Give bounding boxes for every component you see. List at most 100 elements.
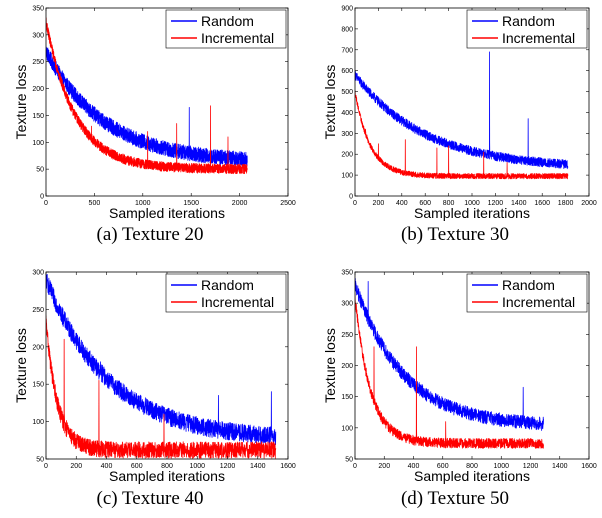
legend-label: Random — [201, 277, 254, 293]
axes-box — [45, 7, 289, 197]
x-tick-label: 800 — [466, 463, 478, 470]
y-tick-label: 50 — [36, 167, 44, 174]
y-tick-label: 100 — [32, 419, 44, 426]
y-tick-label: 250 — [32, 307, 44, 314]
x-tick-label: 1000 — [135, 200, 151, 207]
y-tick-label: 300 — [341, 301, 353, 308]
x-tick-label: 0 — [44, 200, 48, 207]
x-tick-label: 600 — [131, 463, 143, 470]
x-tick-label: 2000 — [581, 200, 597, 207]
subplot: 0 200 400 600 800 1000 1200 1400 1600 50 100 150 200… — [322, 270, 597, 510]
y-tick-label: 600 — [341, 68, 353, 75]
x-tick-label: 400 — [396, 200, 408, 207]
x-axis-label: Sampled iterations — [109, 468, 225, 484]
subplot-caption: (b) Texture 30 — [401, 224, 509, 245]
x-tick-label: 1400 — [250, 463, 266, 470]
y-axis-label: Texture loss — [322, 65, 338, 140]
y-tick-label: 700 — [341, 47, 353, 54]
legend-box — [165, 273, 287, 313]
y-axis-label: Texture loss — [13, 65, 29, 140]
y-tick-label: 150 — [32, 382, 44, 389]
x-tick-label: 1400 — [552, 463, 568, 470]
subplot-caption: (a) Texture 20 — [97, 224, 204, 245]
x-tick-label: 0 — [44, 463, 48, 470]
y-tick-label: 0 — [349, 194, 353, 201]
series-line-random — [355, 51, 569, 170]
series-line-random — [46, 273, 277, 446]
legend-label: Incremental — [201, 30, 274, 46]
y-tick-label: 200 — [341, 363, 353, 370]
legend-label: Random — [201, 13, 254, 29]
x-tick-label: 1000 — [464, 200, 480, 207]
y-tick-label: 300 — [341, 131, 353, 138]
subplot-caption: (d) Texture 50 — [401, 488, 509, 509]
series-line-incremental — [46, 315, 277, 459]
legend-label: Incremental — [502, 30, 575, 46]
x-tick-label: 2500 — [280, 200, 296, 207]
x-tick-label: 1200 — [523, 463, 539, 470]
series-line-incremental — [46, 17, 248, 175]
legend-label: Random — [502, 277, 555, 293]
x-tick-label: 1600 — [534, 200, 550, 207]
y-tick-label: 250 — [32, 59, 44, 66]
x-tick-label: 400 — [101, 463, 113, 470]
y-tick-label: 0 — [40, 194, 44, 201]
x-tick-label: 0 — [353, 463, 357, 470]
x-tick-label: 0 — [353, 200, 357, 207]
series-line-incremental — [355, 89, 569, 180]
subplot: 0 500 1000 1500 2000 2500 0 50 100 150 200 250 300 35… — [13, 6, 296, 246]
legend-box — [466, 273, 588, 313]
legend-box — [165, 9, 287, 49]
x-tick-label: 600 — [419, 200, 431, 207]
y-tick-label: 200 — [341, 152, 353, 159]
x-tick-label: 500 — [89, 200, 101, 207]
x-tick-label: 800 — [161, 463, 173, 470]
y-tick-label: 50 — [345, 457, 353, 464]
y-tick-label: 400 — [341, 110, 353, 117]
y-tick-label: 300 — [32, 270, 44, 277]
x-axis-label: Sampled iterations — [414, 205, 530, 221]
subplot-caption: (c) Texture 40 — [97, 488, 204, 509]
y-tick-label: 150 — [341, 394, 353, 401]
y-tick-label: 500 — [341, 89, 353, 96]
x-tick-label: 1000 — [493, 463, 509, 470]
x-tick-label: 1200 — [488, 200, 504, 207]
x-tick-label: 1500 — [183, 200, 199, 207]
x-tick-label: 1600 — [581, 463, 597, 470]
x-tick-label: 1000 — [189, 463, 205, 470]
x-axis-label: Sampled iterations — [109, 205, 225, 221]
y-tick-label: 100 — [341, 425, 353, 432]
y-tick-label: 800 — [341, 26, 353, 33]
x-tick-label: 400 — [408, 463, 420, 470]
y-tick-label: 100 — [32, 140, 44, 147]
y-axis-label: Texture loss — [322, 328, 338, 403]
y-tick-label: 300 — [32, 32, 44, 39]
legend-label: Incremental — [201, 294, 274, 310]
y-tick-label: 200 — [32, 344, 44, 351]
y-tick-label: 250 — [341, 332, 353, 339]
x-tick-label: 800 — [443, 200, 455, 207]
x-tick-label: 600 — [437, 463, 449, 470]
x-tick-label: 200 — [373, 200, 385, 207]
series-line-random — [46, 46, 248, 167]
series-line-incremental — [355, 293, 544, 449]
y-tick-label: 200 — [32, 86, 44, 93]
y-tick-label: 900 — [341, 6, 353, 13]
legend-label: Random — [502, 13, 555, 29]
legend-box — [466, 9, 588, 49]
y-axis-label: Texture loss — [13, 328, 29, 403]
series-line-random — [355, 278, 544, 431]
x-tick-label: 2000 — [232, 200, 248, 207]
x-tick-label: 200 — [70, 463, 82, 470]
subplot: 0 200 400 600 800 1000 1200 1400 1600 1800 2000 0 10… — [322, 6, 597, 246]
x-tick-label: 1600 — [280, 463, 296, 470]
x-tick-label: 200 — [378, 463, 390, 470]
y-tick-label: 50 — [36, 457, 44, 464]
x-tick-label: 1400 — [511, 200, 527, 207]
subplot: 0 200 400 600 800 1000 1200 1400 1600 50 100 150 200… — [13, 270, 296, 510]
